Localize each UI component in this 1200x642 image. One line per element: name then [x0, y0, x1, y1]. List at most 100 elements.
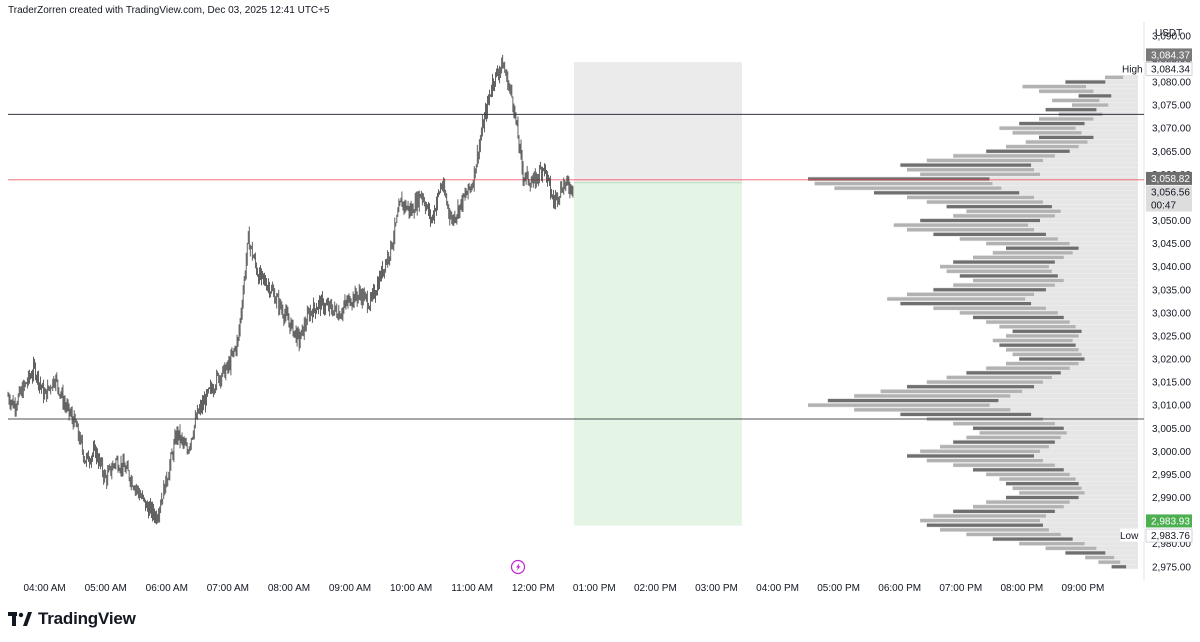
time-tick-label: 05:00 AM	[85, 583, 127, 594]
volume-profile-bar	[999, 126, 1076, 130]
volume-profile-bar	[953, 463, 1055, 467]
volume-profile-bar	[933, 306, 1046, 310]
low-tag: Low	[1120, 531, 1139, 542]
volume-profile-bar	[1012, 486, 1082, 490]
volume-profile-bar	[1012, 329, 1082, 333]
volume-profile-bar	[1072, 103, 1109, 107]
volume-profile-bar	[953, 214, 1055, 218]
volume-profile-bar	[907, 454, 1035, 458]
time-tick-label: 06:00 PM	[878, 583, 921, 594]
price-tick-label: 2,995.00	[1152, 470, 1191, 481]
volume-profile-bar	[953, 440, 1055, 444]
volume-profile-bar	[1039, 89, 1094, 93]
high-tag: High	[1122, 64, 1143, 75]
volume-profile-bar	[953, 509, 1055, 513]
tradingview-brand: TradingView	[38, 609, 136, 628]
volume-profile-bar	[907, 168, 1035, 172]
volume-profile-bar	[986, 366, 1070, 370]
time-tick-label: 05:00 PM	[817, 583, 860, 594]
volume-profile-bar	[907, 385, 1035, 389]
volume-profile-bar	[920, 172, 1040, 176]
volume-profile-bar	[887, 297, 1026, 301]
volume-profile-bar	[1065, 551, 1106, 555]
volume-profile-bar	[933, 288, 1046, 292]
time-tick-label: 08:00 AM	[268, 583, 310, 594]
tradingview-logo[interactable]: TradingView	[8, 609, 136, 629]
volume-profile-bar	[1006, 482, 1079, 486]
volume-profile-bar	[973, 426, 1064, 430]
time-tick-label: 07:00 PM	[939, 583, 982, 594]
volume-profile-bar	[907, 195, 1035, 200]
volume-profile-bar	[900, 412, 1032, 417]
price-tick-label: 3,030.00	[1152, 308, 1191, 319]
volume-profile-bar	[900, 302, 1032, 306]
volume-profile-bar	[940, 445, 1049, 449]
low-value-label-bg	[1145, 528, 1193, 543]
tradingview-logo-icon	[8, 612, 32, 626]
volume-profile-bar	[1006, 362, 1079, 366]
volume-profile-bar	[953, 422, 1055, 426]
volume-profile-bar	[966, 209, 1061, 213]
price-axis: 3,090.003,085.003,080.003,075.003,070.00…	[1152, 28, 1191, 573]
price-tick-label: 3,035.00	[1152, 285, 1191, 296]
volume-profile-bar	[1085, 555, 1115, 560]
time-tick-label: 12:00 PM	[512, 583, 555, 594]
volume-profile-bar	[999, 477, 1076, 481]
take-profit-zone	[573, 182, 742, 526]
time-tick-label: 01:00 PM	[573, 583, 616, 594]
volume-profile-bar	[926, 523, 1043, 527]
volume-profile-bar	[907, 228, 1035, 232]
volume-profile-bar	[992, 338, 1073, 343]
last-price-label-bg	[1146, 185, 1192, 199]
price-tick-label: 3,090.00	[1152, 31, 1191, 42]
volume-profile-bar	[834, 186, 1002, 190]
price-tick-label: 3,010.00	[1152, 401, 1191, 412]
volume-profile-bar	[986, 320, 1070, 324]
time-tick-label: 07:00 AM	[207, 583, 249, 594]
price-tick-label: 3,050.00	[1152, 216, 1191, 227]
volume-profile-bar	[953, 260, 1055, 264]
volume-profile-bar	[973, 278, 1064, 283]
volume-profile-bar	[1019, 491, 1085, 495]
volume-profile-bar	[1006, 334, 1079, 338]
price-tick-label: 3,075.00	[1152, 101, 1191, 112]
volume-profile-bar	[926, 200, 1043, 204]
volume-profile-bar	[953, 154, 1055, 158]
volume-profile-bar	[986, 149, 1070, 153]
price-tick-label: 2,975.00	[1152, 562, 1191, 573]
volume-profile-bar	[986, 241, 1070, 246]
volume-profile-bar	[854, 394, 1011, 398]
volume-profile-bar	[1039, 135, 1094, 140]
volume-profile-bar	[979, 431, 1067, 435]
price-tick-label: 3,025.00	[1152, 331, 1191, 342]
volume-profile-bar	[1012, 131, 1082, 135]
volume-profile-bar	[920, 518, 1040, 523]
volume-profile-bar	[814, 181, 993, 186]
price-tick-label: 3,070.00	[1152, 124, 1191, 135]
candles	[7, 54, 574, 525]
time-tick-label: 09:00 PM	[1062, 583, 1105, 594]
high-value-label-bg	[1145, 62, 1193, 76]
high-marker-label: 3,084.37	[1151, 50, 1190, 61]
volume-profile-bar	[880, 389, 1023, 393]
high-marker-label-bg	[1146, 48, 1192, 62]
target-price-label-bg	[1146, 514, 1192, 528]
price-labels: 3,084.37 3,084.34 3,058.82 3,056.56 00:47 2,9…	[1118, 48, 1193, 543]
high-tag-bg	[1118, 61, 1144, 75]
volume-profile-bar	[1078, 94, 1112, 98]
currency-label: USDT	[1155, 28, 1182, 39]
volume-profile-bar	[959, 311, 1058, 315]
flash-icon-group	[510, 559, 526, 575]
volume-profile-bar	[946, 269, 1052, 273]
volume-profile-bar	[907, 292, 1035, 296]
volume-profile-bar	[808, 403, 990, 407]
volume-profile-bar	[1012, 352, 1082, 357]
volume-profile-bar	[986, 472, 1070, 477]
volume-profile-bar	[946, 375, 1052, 380]
volume-profile-bar	[953, 283, 1055, 287]
volume-profile-bar	[920, 218, 1040, 223]
time-tick-label: 11:00 AM	[451, 583, 493, 594]
volume-profile-bar	[959, 237, 1058, 241]
time-tick-label: 10:00 AM	[390, 583, 432, 594]
